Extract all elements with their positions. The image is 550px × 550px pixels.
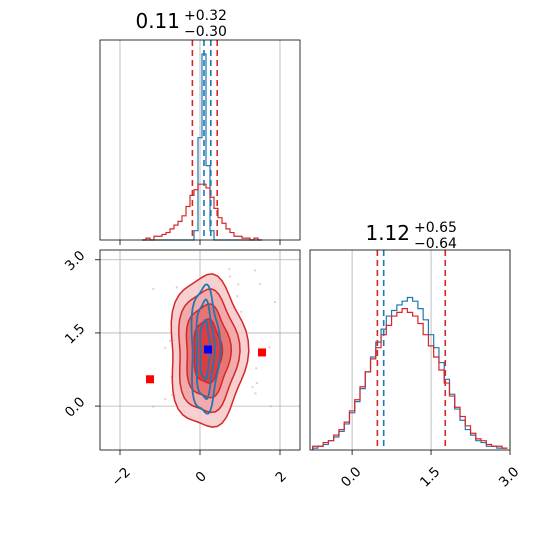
- title-param-1: 0.11 +0.32 −0.30: [135, 8, 226, 40]
- histogram-line: [142, 53, 262, 241]
- title-minus: −0.64: [414, 236, 457, 252]
- blue-contour-level: [190, 283, 222, 415]
- y-tick-label: 0.0: [62, 394, 89, 421]
- axes-frame: [309, 249, 511, 451]
- grid: [119, 40, 281, 240]
- histogram-line: [312, 296, 508, 450]
- blue-contour-level: [199, 318, 212, 381]
- quantile-lines: [376, 250, 447, 450]
- scatter-point: [255, 367, 258, 370]
- y-tick-label: 1.5: [62, 321, 89, 348]
- title-value: 1.12: [365, 221, 410, 245]
- histogram-line: [142, 183, 262, 241]
- red-marker: [146, 375, 154, 384]
- marginal-histogram-param-1: 0.11 +0.32 −0.30: [99, 8, 301, 245]
- x-tick-label: −2: [108, 464, 133, 489]
- marginal-histogram-param-2: 0.0 1.5 3.0 1.12 +0.65 −0.64: [309, 220, 522, 490]
- scatter-point: [258, 282, 262, 286]
- red-marker: [258, 348, 266, 357]
- scatter-point: [228, 275, 232, 278]
- x-ticks: −2 0 2: [108, 450, 290, 490]
- x-tick-label: 0: [192, 468, 209, 485]
- scatter-point: [169, 339, 172, 342]
- scatter-point: [269, 405, 272, 408]
- scatter-point: [228, 268, 231, 271]
- title-plus: +0.65: [414, 220, 457, 236]
- quantile-lines: [191, 40, 218, 240]
- scatter-point: [240, 310, 243, 313]
- title-value: 0.11: [135, 9, 180, 33]
- scatter-point: [256, 382, 259, 385]
- x-tick-label: 0.0: [338, 464, 365, 491]
- joint-contour-panel: −2 0 2 0.0 1.5 3.0: [62, 248, 301, 490]
- scatter-point: [164, 397, 167, 401]
- x-tick-label: 3.0: [496, 464, 523, 491]
- x-ticks: [119, 240, 281, 245]
- truth-markers: [146, 345, 266, 384]
- title-param-2: 1.12 +0.65 −0.64: [365, 220, 457, 252]
- blue-contour-level: [195, 298, 216, 400]
- x-ticks: 0.0 1.5 3.0: [338, 450, 522, 490]
- histogram-series: [312, 296, 508, 450]
- scatter-point: [152, 287, 155, 291]
- histogram-line: [312, 308, 508, 450]
- scatter-point: [237, 283, 240, 286]
- title-minus: −0.30: [184, 24, 227, 40]
- histogram-series: [142, 53, 262, 241]
- blue-line-contours: [190, 283, 222, 415]
- scatter-point: [268, 346, 271, 349]
- scatter-point: [273, 301, 277, 304]
- x-tick-label: 1.5: [417, 464, 444, 491]
- scatter-point: [253, 269, 256, 272]
- scatter-point: [164, 346, 167, 349]
- scatter-point: [236, 294, 239, 298]
- scatter-point: [170, 393, 174, 396]
- blue-marker: [204, 345, 212, 354]
- y-ticks: 0.0 1.5 3.0: [62, 248, 100, 421]
- scatter-point: [152, 405, 155, 408]
- title-plus: +0.32: [184, 8, 227, 24]
- scatter-point: [251, 386, 254, 389]
- scatter-point: [254, 392, 257, 395]
- y-tick-label: 3.0: [62, 248, 89, 275]
- x-tick-label: 2: [272, 468, 289, 485]
- scatter-point: [175, 286, 178, 289]
